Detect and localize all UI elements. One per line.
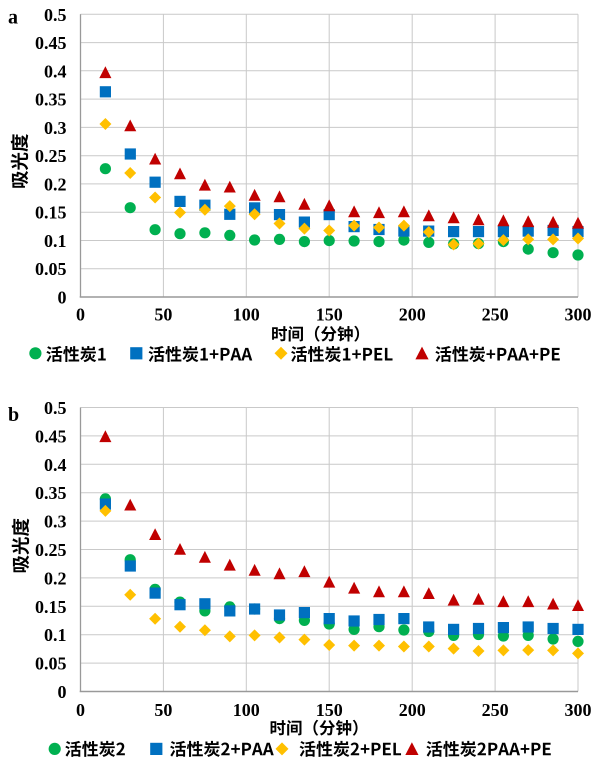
svg-text:0: 0: [76, 700, 85, 720]
svg-text:150: 150: [316, 700, 343, 720]
svg-text:150: 150: [316, 305, 343, 325]
svg-text:0.05: 0.05: [35, 654, 67, 674]
svg-text:50: 50: [154, 305, 172, 325]
svg-text:0: 0: [58, 288, 67, 308]
svg-text:200: 200: [399, 700, 426, 720]
svg-text:0.15: 0.15: [35, 203, 67, 223]
svg-text:0.05: 0.05: [35, 259, 67, 279]
svg-text:0.2: 0.2: [44, 568, 67, 588]
svg-text:0.45: 0.45: [35, 33, 67, 53]
svg-text:0.25: 0.25: [35, 146, 67, 166]
svg-text:0.25: 0.25: [35, 540, 67, 560]
svg-text:0.4: 0.4: [44, 455, 67, 475]
svg-text:0.1: 0.1: [44, 231, 67, 251]
svg-text:250: 250: [482, 700, 509, 720]
svg-text:0: 0: [76, 305, 85, 325]
svg-text:0.35: 0.35: [35, 90, 67, 110]
svg-text:100: 100: [233, 700, 260, 720]
svg-text:300: 300: [565, 700, 592, 720]
svg-text:0.35: 0.35: [35, 483, 67, 503]
svg-text:0.5: 0.5: [44, 398, 67, 418]
svg-text:0.15: 0.15: [35, 597, 67, 617]
svg-text:100: 100: [233, 305, 260, 325]
svg-text:50: 50: [154, 700, 172, 720]
svg-text:0.3: 0.3: [44, 118, 67, 138]
svg-text:200: 200: [399, 305, 426, 325]
svg-text:250: 250: [482, 305, 509, 325]
svg-text:300: 300: [565, 305, 592, 325]
svg-text:0.2: 0.2: [44, 174, 67, 194]
svg-text:b: b: [8, 404, 19, 426]
svg-text:0.5: 0.5: [44, 5, 67, 25]
svg-text:0.4: 0.4: [44, 61, 67, 81]
svg-text:0.45: 0.45: [35, 426, 67, 446]
svg-text:0: 0: [58, 682, 67, 702]
svg-text:a: a: [8, 7, 18, 29]
svg-text:0.3: 0.3: [44, 512, 67, 532]
svg-text:0.1: 0.1: [44, 625, 67, 645]
